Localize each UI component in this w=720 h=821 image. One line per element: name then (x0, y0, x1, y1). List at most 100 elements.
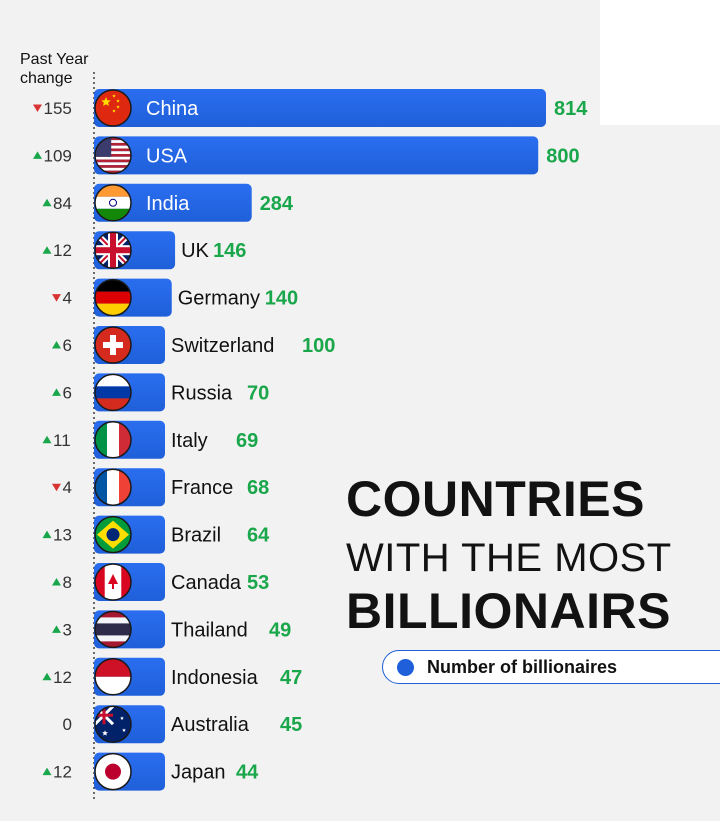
change-value-brazil: 13 (53, 526, 72, 545)
label-australia: Australia (171, 714, 250, 736)
italy-flag-icon (94, 421, 132, 459)
legend: Number of billionaires (382, 650, 720, 684)
change-value-indonesia: 12 (53, 668, 72, 687)
change-value-india: 84 (53, 194, 72, 213)
change-indonesia: 12 (42, 668, 72, 687)
value-switzerland: 100 (302, 335, 335, 357)
value-italy: 69 (236, 430, 258, 452)
change-value-france: 4 (63, 478, 72, 497)
change-germany: 4 (52, 289, 72, 308)
change-arrow-india (42, 198, 52, 207)
title-line-1: COUNTRIES (346, 471, 645, 527)
bar-usa (94, 136, 539, 175)
change-arrow-uk (42, 246, 52, 254)
label-uk: UK (181, 240, 209, 262)
label-france: France (171, 477, 233, 499)
legend-label: Number of billionaires (427, 657, 618, 677)
label-india: India (146, 193, 190, 215)
value-france: 68 (247, 477, 269, 499)
usa-flag-icon (94, 136, 132, 175)
change-arrow-usa (33, 151, 42, 159)
value-china: 814 (554, 98, 588, 120)
label-japan: Japan (171, 762, 226, 784)
brazil-flag-icon (94, 515, 132, 554)
thailand-flag-icon (94, 610, 132, 649)
change-value-switzerland: 6 (63, 336, 72, 355)
change-china: 155 (33, 99, 72, 118)
change-india: 84 (42, 194, 72, 213)
label-germany: Germany (178, 288, 260, 310)
label-indonesia: Indonesia (171, 667, 259, 689)
india-flag-icon (94, 184, 132, 222)
value-russia: 70 (247, 382, 269, 404)
value-japan: 44 (236, 762, 259, 784)
change-arrow-china (33, 104, 42, 112)
header-line-2: change (20, 70, 73, 87)
change-value-uk: 12 (53, 241, 72, 260)
change-usa: 109 (33, 146, 72, 165)
uk-flag-icon (94, 231, 132, 269)
value-uk: 146 (213, 240, 246, 262)
label-canada: Canada (171, 572, 242, 594)
change-canada: 8 (52, 573, 72, 592)
header-line-1: Past Year (20, 51, 89, 68)
change-arrow-switzerland (52, 341, 61, 349)
change-value-china: 155 (44, 99, 72, 118)
title-line-3: BILLIONAIRS (346, 583, 671, 639)
germany-flag-icon (94, 278, 132, 317)
value-canada: 53 (247, 572, 269, 594)
australia-flag-icon (94, 705, 132, 743)
change-value-australia: 0 (63, 715, 72, 734)
russia-flag-icon (94, 373, 132, 412)
change-brazil: 13 (42, 526, 72, 545)
change-value-germany: 4 (63, 289, 72, 308)
change-arrow-france (52, 483, 61, 492)
value-australia: 45 (280, 714, 302, 736)
label-thailand: Thailand (171, 619, 248, 641)
china-flag-icon (94, 89, 132, 127)
change-france: 4 (52, 478, 72, 497)
value-brazil: 64 (247, 525, 270, 547)
value-germany: 140 (265, 288, 298, 310)
value-indonesia: 47 (280, 667, 302, 689)
japan-flag-icon (94, 752, 132, 791)
bar-china (94, 89, 546, 127)
change-value-japan: 12 (53, 763, 72, 782)
change-arrow-germany (52, 294, 61, 302)
change-japan: 12 (42, 763, 72, 782)
change-arrow-canada (52, 578, 61, 586)
change-thailand: 3 (52, 620, 72, 639)
change-uk: 12 (42, 241, 72, 260)
change-arrow-indonesia (42, 672, 52, 681)
france-flag-icon (94, 468, 132, 506)
past-year-change-header: Past Year change (20, 50, 89, 88)
change-value-thailand: 3 (63, 620, 72, 639)
change-australia: 0 (63, 715, 72, 734)
change-arrow-italy (42, 435, 52, 444)
change-arrow-russia (52, 388, 61, 396)
legend-swatch (397, 659, 414, 676)
change-value-italy: 11 (53, 431, 71, 450)
title-line-2: WITH THE MOST (346, 536, 672, 580)
indonesia-flag-icon (94, 658, 132, 696)
change-arrow-thailand (52, 625, 61, 633)
change-switzerland: 6 (52, 336, 72, 355)
value-usa: 800 (546, 145, 579, 167)
change-russia: 6 (52, 383, 72, 402)
value-thailand: 49 (269, 619, 291, 641)
bar-india (94, 183, 252, 222)
label-italy: Italy (171, 430, 208, 452)
label-usa: USA (146, 145, 188, 167)
label-china: China (146, 98, 199, 120)
corner-panel (600, 0, 720, 125)
label-switzerland: Switzerland (171, 335, 274, 357)
canada-flag-icon (94, 563, 132, 601)
label-brazil: Brazil (171, 525, 221, 547)
change-value-usa: 109 (44, 146, 72, 165)
switzerland-flag-icon (94, 326, 132, 364)
change-value-canada: 8 (63, 573, 72, 592)
label-russia: Russia (171, 382, 233, 404)
change-arrow-japan (42, 767, 52, 776)
change-arrow-brazil (42, 530, 52, 539)
